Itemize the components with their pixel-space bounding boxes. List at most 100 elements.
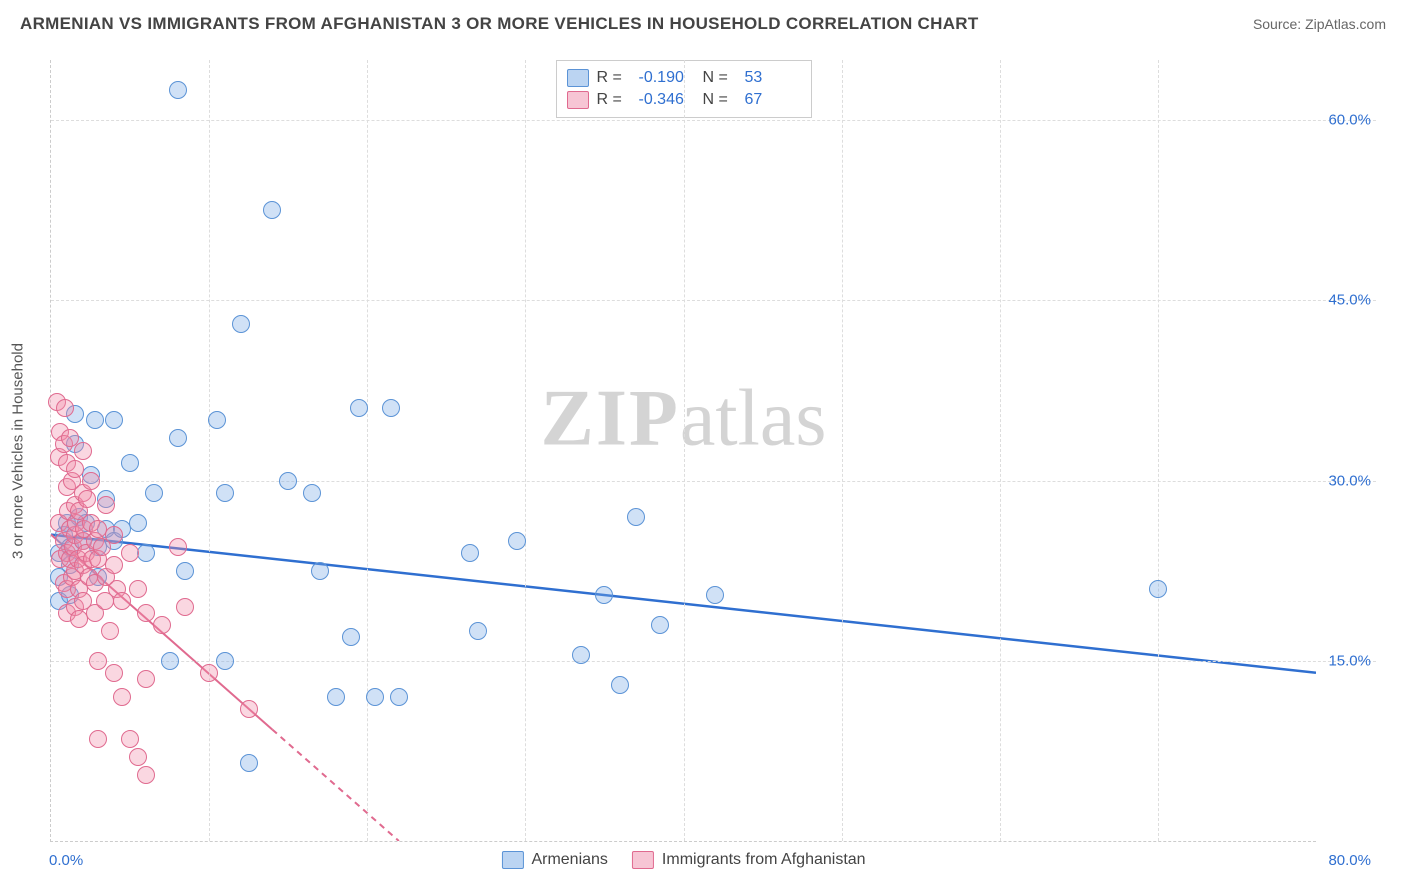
data-point-a [216, 652, 234, 670]
swatch-afghanistan [567, 91, 589, 109]
data-point-b [105, 526, 123, 544]
vgrid-line [1000, 60, 1001, 841]
data-point-a [216, 484, 234, 502]
data-point-b [121, 544, 139, 562]
legend-swatch-armenians [501, 851, 523, 869]
data-point-a [572, 646, 590, 664]
data-point-a [161, 652, 179, 670]
data-point-b [89, 652, 107, 670]
y-tick-label: 60.0% [1328, 112, 1371, 129]
data-point-a [595, 586, 613, 604]
data-point-a [366, 688, 384, 706]
data-point-b [121, 730, 139, 748]
data-point-a [651, 616, 669, 634]
hgrid-line [51, 661, 1376, 662]
data-point-a [1149, 580, 1167, 598]
watermark-atlas: atlas [680, 375, 827, 463]
data-point-b [129, 748, 147, 766]
y-axis-label: 3 or more Vehicles in Household [10, 343, 27, 559]
data-point-a [627, 508, 645, 526]
series-legend: Armenians Immigrants from Afghanistan [501, 851, 865, 869]
data-point-a [263, 201, 281, 219]
data-point-a [350, 399, 368, 417]
data-point-b [66, 460, 84, 478]
hgrid-line [51, 300, 1376, 301]
data-point-a [311, 562, 329, 580]
data-point-a [342, 628, 360, 646]
data-point-a [137, 544, 155, 562]
legend-swatch-afghanistan [632, 851, 654, 869]
data-point-b [137, 670, 155, 688]
data-point-a [169, 81, 187, 99]
r-value-afghanistan: -0.346 [639, 91, 695, 109]
hgrid-line [51, 120, 1376, 121]
data-point-a [611, 676, 629, 694]
data-point-b [129, 580, 147, 598]
data-point-b [153, 616, 171, 634]
vgrid-line [684, 60, 685, 841]
n-value-armenians: 53 [745, 69, 801, 87]
plot-container: 3 or more Vehicles in Household ZIPatlas… [50, 60, 1376, 842]
source-label: Source: ZipAtlas.com [1253, 16, 1386, 32]
legend-label-afghanistan: Immigrants from Afghanistan [662, 851, 866, 869]
data-point-b [176, 598, 194, 616]
data-point-b [74, 442, 92, 460]
data-point-a [232, 315, 250, 333]
y-tick-label: 15.0% [1328, 652, 1371, 669]
swatch-armenians [567, 69, 589, 87]
y-tick-label: 45.0% [1328, 292, 1371, 309]
data-point-b [200, 664, 218, 682]
data-point-b [78, 490, 96, 508]
data-point-b [105, 556, 123, 574]
data-point-b [56, 399, 74, 417]
n-label: N = [703, 91, 737, 109]
data-point-a [508, 532, 526, 550]
y-tick-label: 30.0% [1328, 472, 1371, 489]
x-tick-origin: 0.0% [49, 852, 83, 869]
data-point-b [89, 730, 107, 748]
data-point-a [303, 484, 321, 502]
data-point-b [101, 622, 119, 640]
data-point-a [240, 754, 258, 772]
data-point-a [208, 411, 226, 429]
data-point-b [240, 700, 258, 718]
vgrid-line [525, 60, 526, 841]
r-label: R = [597, 91, 631, 109]
data-point-b [137, 604, 155, 622]
vgrid-line [842, 60, 843, 841]
hgrid-line [51, 481, 1376, 482]
data-point-b [113, 688, 131, 706]
r-label: R = [597, 69, 631, 87]
data-point-a [382, 399, 400, 417]
r-value-armenians: -0.190 [639, 69, 695, 87]
data-point-a [105, 411, 123, 429]
data-point-b [97, 496, 115, 514]
data-point-b [137, 766, 155, 784]
plot-area: ZIPatlas R = -0.190 N = 53 R = -0.346 N … [50, 60, 1316, 842]
vgrid-line [1158, 60, 1159, 841]
data-point-a [469, 622, 487, 640]
data-point-a [279, 472, 297, 490]
data-point-a [129, 514, 147, 532]
data-point-b [113, 592, 131, 610]
data-point-a [390, 688, 408, 706]
data-point-b [82, 472, 100, 490]
data-point-a [706, 586, 724, 604]
data-point-a [461, 544, 479, 562]
vgrid-line [367, 60, 368, 841]
data-point-b [105, 664, 123, 682]
watermark-zip: ZIP [541, 375, 680, 463]
data-point-a [121, 454, 139, 472]
n-label: N = [703, 69, 737, 87]
data-point-a [176, 562, 194, 580]
data-point-a [86, 411, 104, 429]
data-point-a [169, 429, 187, 447]
n-value-afghanistan: 67 [745, 91, 801, 109]
legend-label-armenians: Armenians [531, 851, 607, 869]
data-point-b [169, 538, 187, 556]
x-tick-end: 80.0% [1328, 852, 1371, 869]
chart-title: ARMENIAN VS IMMIGRANTS FROM AFGHANISTAN … [20, 14, 979, 34]
vgrid-line [209, 60, 210, 841]
data-point-a [327, 688, 345, 706]
data-point-a [145, 484, 163, 502]
